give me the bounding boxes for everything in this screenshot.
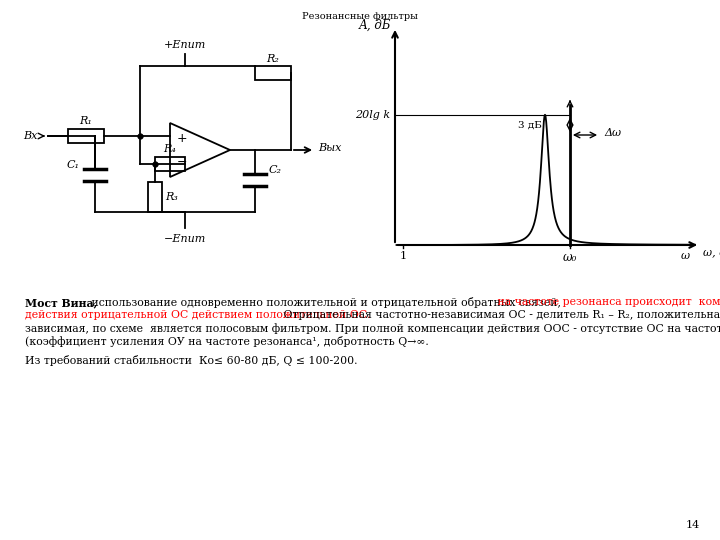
Text: +Eпит: +Eпит (164, 40, 206, 50)
Text: ω, с⁻¹: ω, с⁻¹ (703, 247, 720, 257)
Bar (148, 182, 162, 212)
Bar (68, 129, 104, 143)
Text: 14: 14 (685, 520, 700, 530)
Text: 1: 1 (400, 251, 407, 261)
Text: ω: ω (680, 251, 690, 261)
Text: 20lg k: 20lg k (355, 110, 390, 120)
Text: Вх: Вх (24, 131, 38, 141)
Text: C₁: C₁ (67, 160, 80, 170)
Text: −: − (177, 156, 187, 168)
Bar (255, 66, 291, 80)
Text: (коэффициент усиления ОУ на частоте резонанса¹, добротность Q→∞.: (коэффициент усиления ОУ на частоте резо… (25, 336, 428, 347)
Text: R₄: R₄ (163, 144, 176, 154)
Text: R₂: R₂ (266, 54, 279, 64)
Text: Резонансные фильтры: Резонансные фильтры (302, 12, 418, 21)
Text: +: + (177, 132, 188, 145)
Text: А, дБ: А, дБ (359, 18, 391, 31)
Text: C₂: C₂ (269, 165, 282, 175)
Text: Вых: Вых (318, 143, 341, 153)
Text: −Eпит: −Eпит (164, 234, 206, 244)
Text: использование одновременно положительной и отрицательной обратных связей,: использование одновременно положительной… (88, 297, 564, 308)
Text: на частоте резонанса происходит  компенсации: на частоте резонанса происходит компенса… (494, 297, 720, 307)
Text: Мост Вина,: Мост Вина, (25, 297, 97, 308)
Text: R₃: R₃ (165, 192, 178, 202)
Text: Δω: Δω (604, 128, 621, 138)
Text: R₁: R₁ (80, 116, 92, 126)
Text: Отрицательная частотно-независимая ОС - делитель R₁ – R₂, положительная ОС – час: Отрицательная частотно-независимая ОС - … (280, 310, 720, 320)
Text: 3 дБ: 3 дБ (518, 120, 542, 130)
Text: действия отрицательной ОС действием положительной ОС.: действия отрицательной ОС действием поло… (25, 310, 371, 320)
Text: Из требований стабильности  Ко≤ 60-80 дБ, Q ≤ 100-200.: Из требований стабильности Ко≤ 60-80 дБ,… (25, 355, 358, 366)
Text: зависимая, по схеме  является полосовым фильтром. При полной компенсации действи: зависимая, по схеме является полосовым ф… (25, 323, 720, 334)
Bar (155, 157, 185, 171)
Text: ω₀: ω₀ (563, 251, 577, 264)
